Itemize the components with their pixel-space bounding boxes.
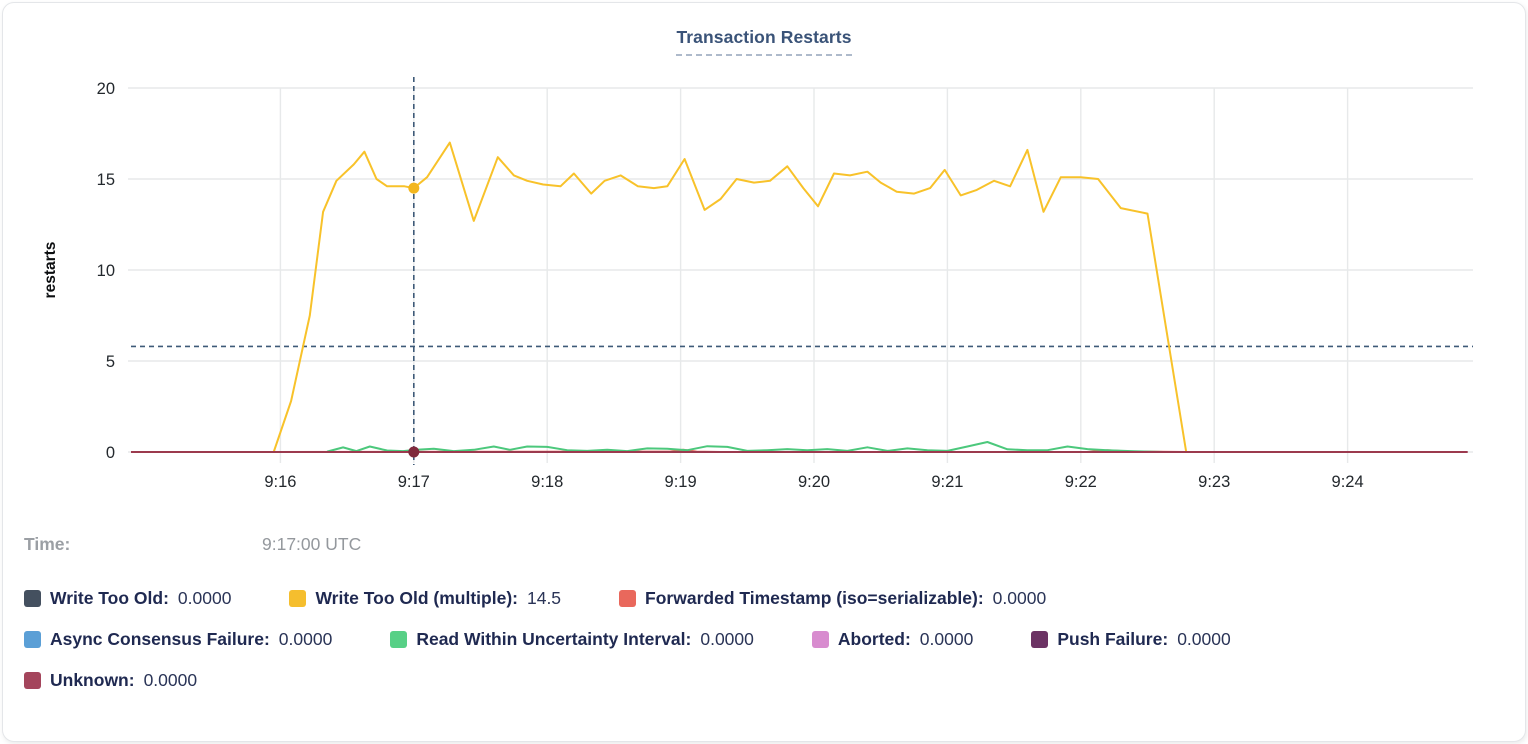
legend-label: Write Too Old: [50,588,169,608]
legend-swatch-async-consensus-failure [24,631,41,648]
legend-swatch-aborted [811,631,829,648]
chart-canvas[interactable]: 0 5 10 15 20 9:16 9:17 9:18 9:19 9:20 9:21 9:22 9:23… [3,3,1528,515]
x-tick-label: 9:16 [264,473,296,491]
x-tick-label: 9:20 [798,473,830,491]
hover-time-row: Time: 9:17:00 UTC [24,534,361,555]
legend-item-write-too-old-multiple[interactable]: Write Too Old (multiple): 14.5 [289,588,561,609]
legend-swatch-write-too-old-multiple [289,590,307,607]
legend-label: Read Within Uncertainty Interval: [416,629,692,649]
legend-value: 14.5 [526,588,562,608]
chart-title-row: Transaction Restarts [3,27,1525,56]
legend-value: 0.0000 [1177,629,1231,649]
legend-swatch-write-too-old [24,590,41,607]
x-tick-label: 9:18 [531,473,563,491]
legend-row: Unknown: 0.0000 [24,670,1514,691]
x-tick-label: 9:22 [1065,473,1097,491]
legend-value: 0.0000 [177,588,232,608]
legend-item-unknown[interactable]: Unknown: 0.0000 [24,670,197,691]
x-tick-label: 9:19 [665,473,697,491]
legend-item-read-within-uncertainty-interval[interactable]: Read Within Uncertainty Interval: 0.0000 [390,629,754,650]
legend-row: Async Consensus Failure: 0.0000 Read Withi… [24,629,1514,650]
legend-swatch-unknown [24,672,41,689]
legend-label: Write Too Old (multiple): [315,588,518,608]
chart-title[interactable]: Transaction Restarts [676,27,852,56]
legend-swatch-forwarded-timestamp-iso-serializable [619,590,637,607]
hover-time-label: Time: [24,534,71,554]
legend-label: Unknown: [50,670,135,690]
legend-item-forwarded-timestamp-iso-serializable[interactable]: Forwarded Timestamp (iso=serializable): 0… [619,588,1046,609]
legend-value: 0.0000 [143,670,198,690]
series-line-read-within-uncertainty-interval [326,441,1164,453]
x-tick-label: 9:23 [1198,473,1230,491]
y-axis-label: restarts [42,242,59,299]
x-tick-label: 9:24 [1332,473,1364,491]
legend-swatch-read-within-uncertainty-interval [390,631,408,648]
legend-item-push-failure[interactable]: Push Failure: 0.0000 [1031,629,1231,650]
y-tick-label: 5 [106,353,115,371]
y-tick-label: 20 [97,80,115,98]
x-tick-label: 9:17 [398,473,430,491]
chart-legend: Write Too Old: 0.0000 Write Too Old (multi… [24,588,1514,711]
series-line-write-too-old-multiple [272,141,1188,453]
legend-item-async-consensus-failure[interactable]: Async Consensus Failure: 0.0000 [24,629,332,650]
hover-time-value: 9:17:00 UTC [262,534,362,554]
legend-label: Aborted: [837,629,911,649]
legend-item-aborted[interactable]: Aborted: 0.0000 [811,629,974,650]
legend-value: 0.0000 [919,629,974,649]
legend-swatch-push-failure [1031,631,1049,648]
y-tick-label: 15 [97,171,115,189]
hover-point-write-too-old-multiple [408,182,420,194]
legend-row: Write Too Old: 0.0000 Write Too Old (multi… [24,588,1514,609]
legend-item-write-too-old[interactable]: Write Too Old: 0.0000 [24,588,231,609]
x-tick-label: 9:21 [931,473,963,491]
y-tick-label: 10 [97,262,115,280]
y-tick-label: 0 [106,444,115,462]
hover-point-unknown [408,446,420,458]
legend-value: 0.0000 [700,629,754,649]
legend-value: 0.0000 [278,629,333,649]
legend-label: Forwarded Timestamp (iso=serializable): [645,588,984,608]
legend-label: Push Failure: [1057,629,1169,649]
legend-label: Async Consensus Failure: [50,629,270,649]
legend-value: 0.0000 [992,588,1047,608]
